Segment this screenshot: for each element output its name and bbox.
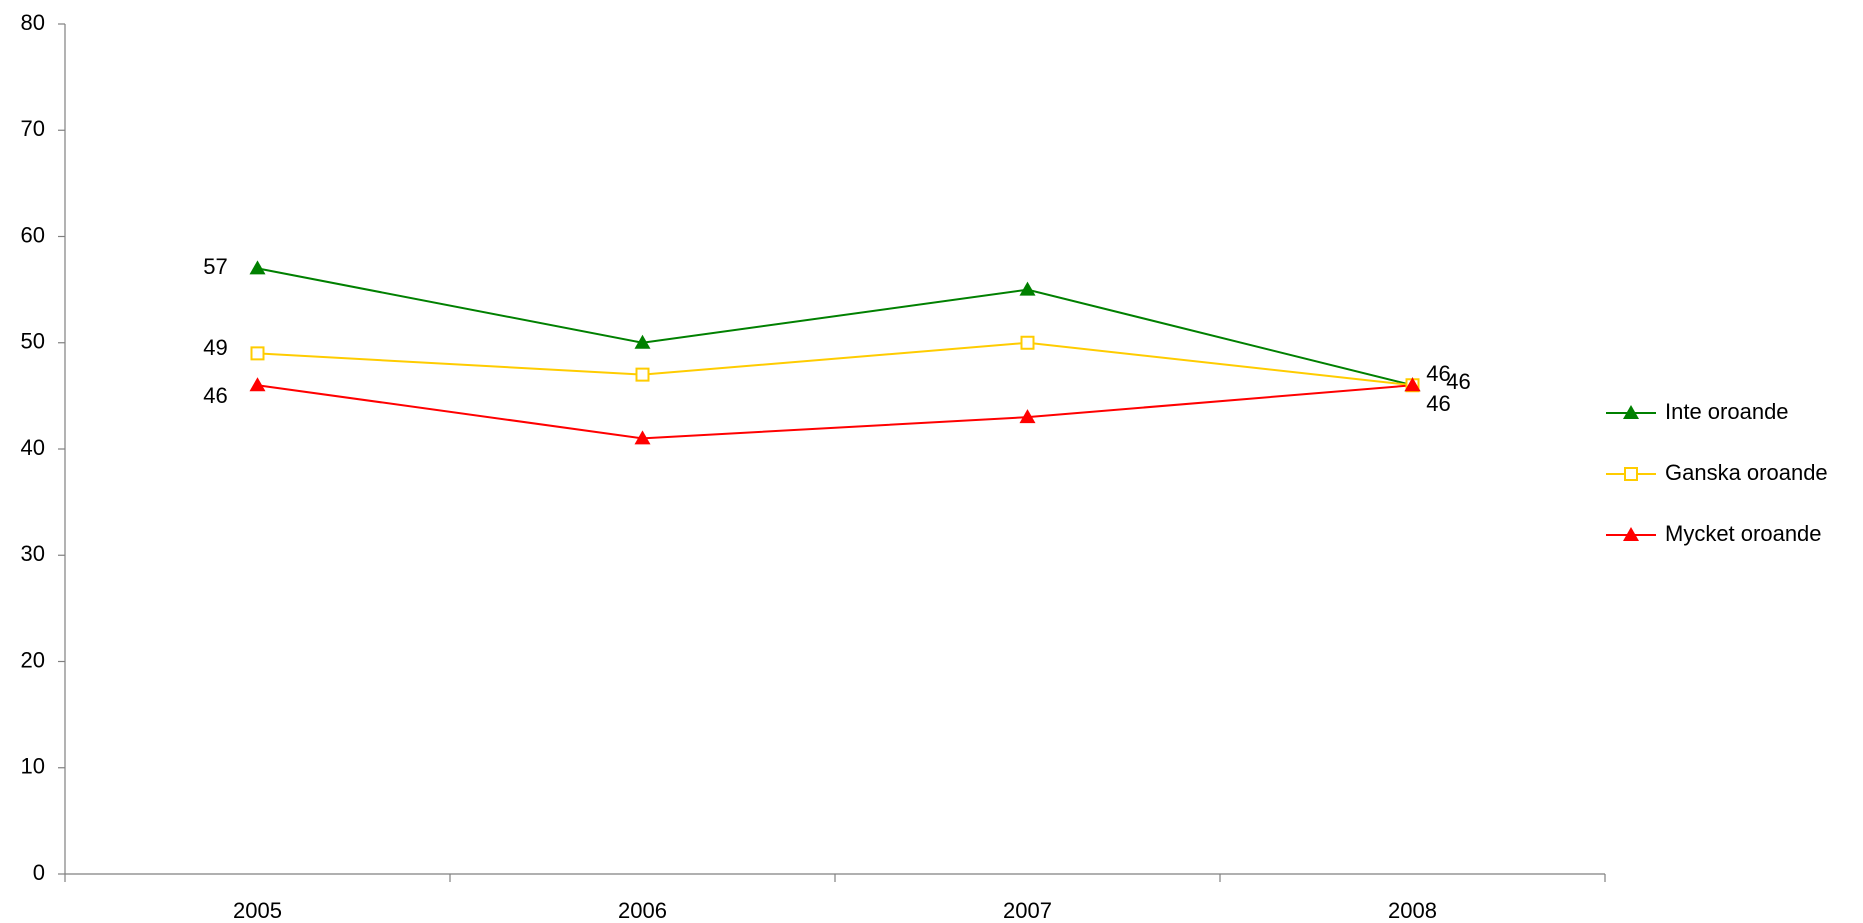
data-label: 57 bbox=[203, 254, 227, 279]
point-marker bbox=[249, 260, 266, 275]
legend-label: Ganska oroande bbox=[1665, 460, 1828, 485]
data-label: 46 bbox=[1426, 361, 1450, 386]
data-label: 49 bbox=[203, 335, 227, 360]
series-line bbox=[257, 384, 1413, 440]
x-tick-label: 2007 bbox=[1003, 898, 1052, 923]
series-line bbox=[257, 341, 1413, 387]
legend-label: Mycket oroande bbox=[1665, 521, 1822, 546]
data-label: 46 bbox=[1446, 369, 1470, 394]
y-tick-label: 70 bbox=[21, 116, 45, 141]
y-tick-label: 60 bbox=[21, 222, 45, 247]
legend-marker bbox=[1623, 405, 1639, 419]
y-tick-label: 80 bbox=[21, 10, 45, 35]
point-marker bbox=[1020, 335, 1035, 350]
x-tick-label: 2006 bbox=[618, 898, 667, 923]
y-tick-label: 10 bbox=[21, 754, 45, 779]
y-tick-label: 40 bbox=[21, 435, 45, 460]
y-tick-label: 30 bbox=[21, 541, 45, 566]
x-tick-label: 2005 bbox=[233, 898, 282, 923]
legend-marker bbox=[1623, 527, 1639, 541]
point-marker bbox=[250, 346, 265, 361]
point-marker bbox=[1019, 281, 1036, 296]
data-label: 46 bbox=[1426, 391, 1450, 416]
y-tick-label: 20 bbox=[21, 647, 45, 672]
legend-marker bbox=[1624, 467, 1638, 481]
series-line bbox=[257, 267, 1413, 387]
y-tick-label: 0 bbox=[33, 860, 45, 885]
legend-label: Inte oroande bbox=[1665, 399, 1789, 424]
point-marker bbox=[634, 334, 651, 349]
y-tick-label: 50 bbox=[21, 329, 45, 354]
point-marker bbox=[249, 377, 266, 392]
point-marker bbox=[1019, 409, 1036, 424]
point-marker bbox=[635, 367, 650, 382]
x-tick-label: 2008 bbox=[1388, 898, 1437, 923]
point-marker bbox=[634, 430, 651, 445]
data-label: 46 bbox=[203, 383, 227, 408]
point-marker bbox=[1404, 377, 1421, 392]
